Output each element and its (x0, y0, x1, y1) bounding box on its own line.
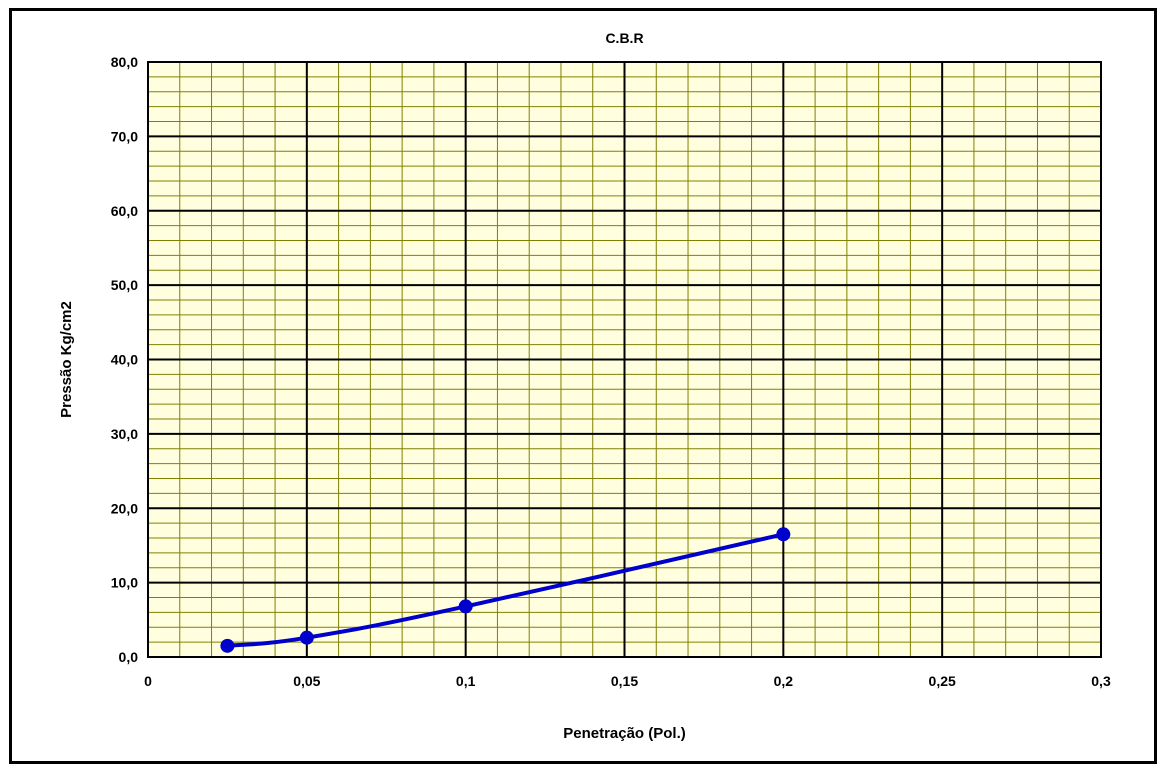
plot-border (147, 61, 1102, 658)
y-tick-label: 0,0 (119, 649, 139, 665)
x-tick-label: 0 (144, 673, 152, 689)
y-axis-ticks: 0,0 10,0 20,0 30,0 40,0 50,0 60,0 70,0 80,0 (111, 54, 138, 665)
y-axis-label: Pressão Kg/cm2 (58, 301, 75, 418)
chart-title: C.B.R (605, 30, 643, 46)
x-tick-label: 0,15 (611, 673, 638, 689)
x-tick-label: 0,1 (456, 673, 476, 689)
y-tick-label: 10,0 (111, 575, 138, 591)
data-point (299, 630, 314, 645)
x-axis-ticks: 0 0,05 0,1 0,15 0,2 0,25 0,3 (144, 673, 1111, 689)
y-tick-label: 70,0 (111, 128, 138, 144)
series-line (227, 532, 784, 648)
data-point (458, 599, 473, 614)
y-tick-label: 50,0 (111, 277, 138, 293)
y-tick-label: 80,0 (111, 54, 138, 70)
data-point (220, 638, 235, 653)
data-point (776, 527, 791, 542)
x-axis-label: Penetração (Pol.) (563, 725, 686, 742)
x-tick-label: 0,2 (774, 673, 794, 689)
y-tick-label: 20,0 (111, 500, 138, 516)
x-tick-label: 0,25 (929, 673, 956, 689)
x-tick-label: 0,3 (1091, 673, 1111, 689)
y-tick-label: 30,0 (111, 426, 138, 442)
y-tick-label: 60,0 (111, 203, 138, 219)
x-tick-label: 0,05 (293, 673, 320, 689)
series-layer (220, 527, 791, 653)
y-tick-label: 40,0 (111, 352, 138, 368)
